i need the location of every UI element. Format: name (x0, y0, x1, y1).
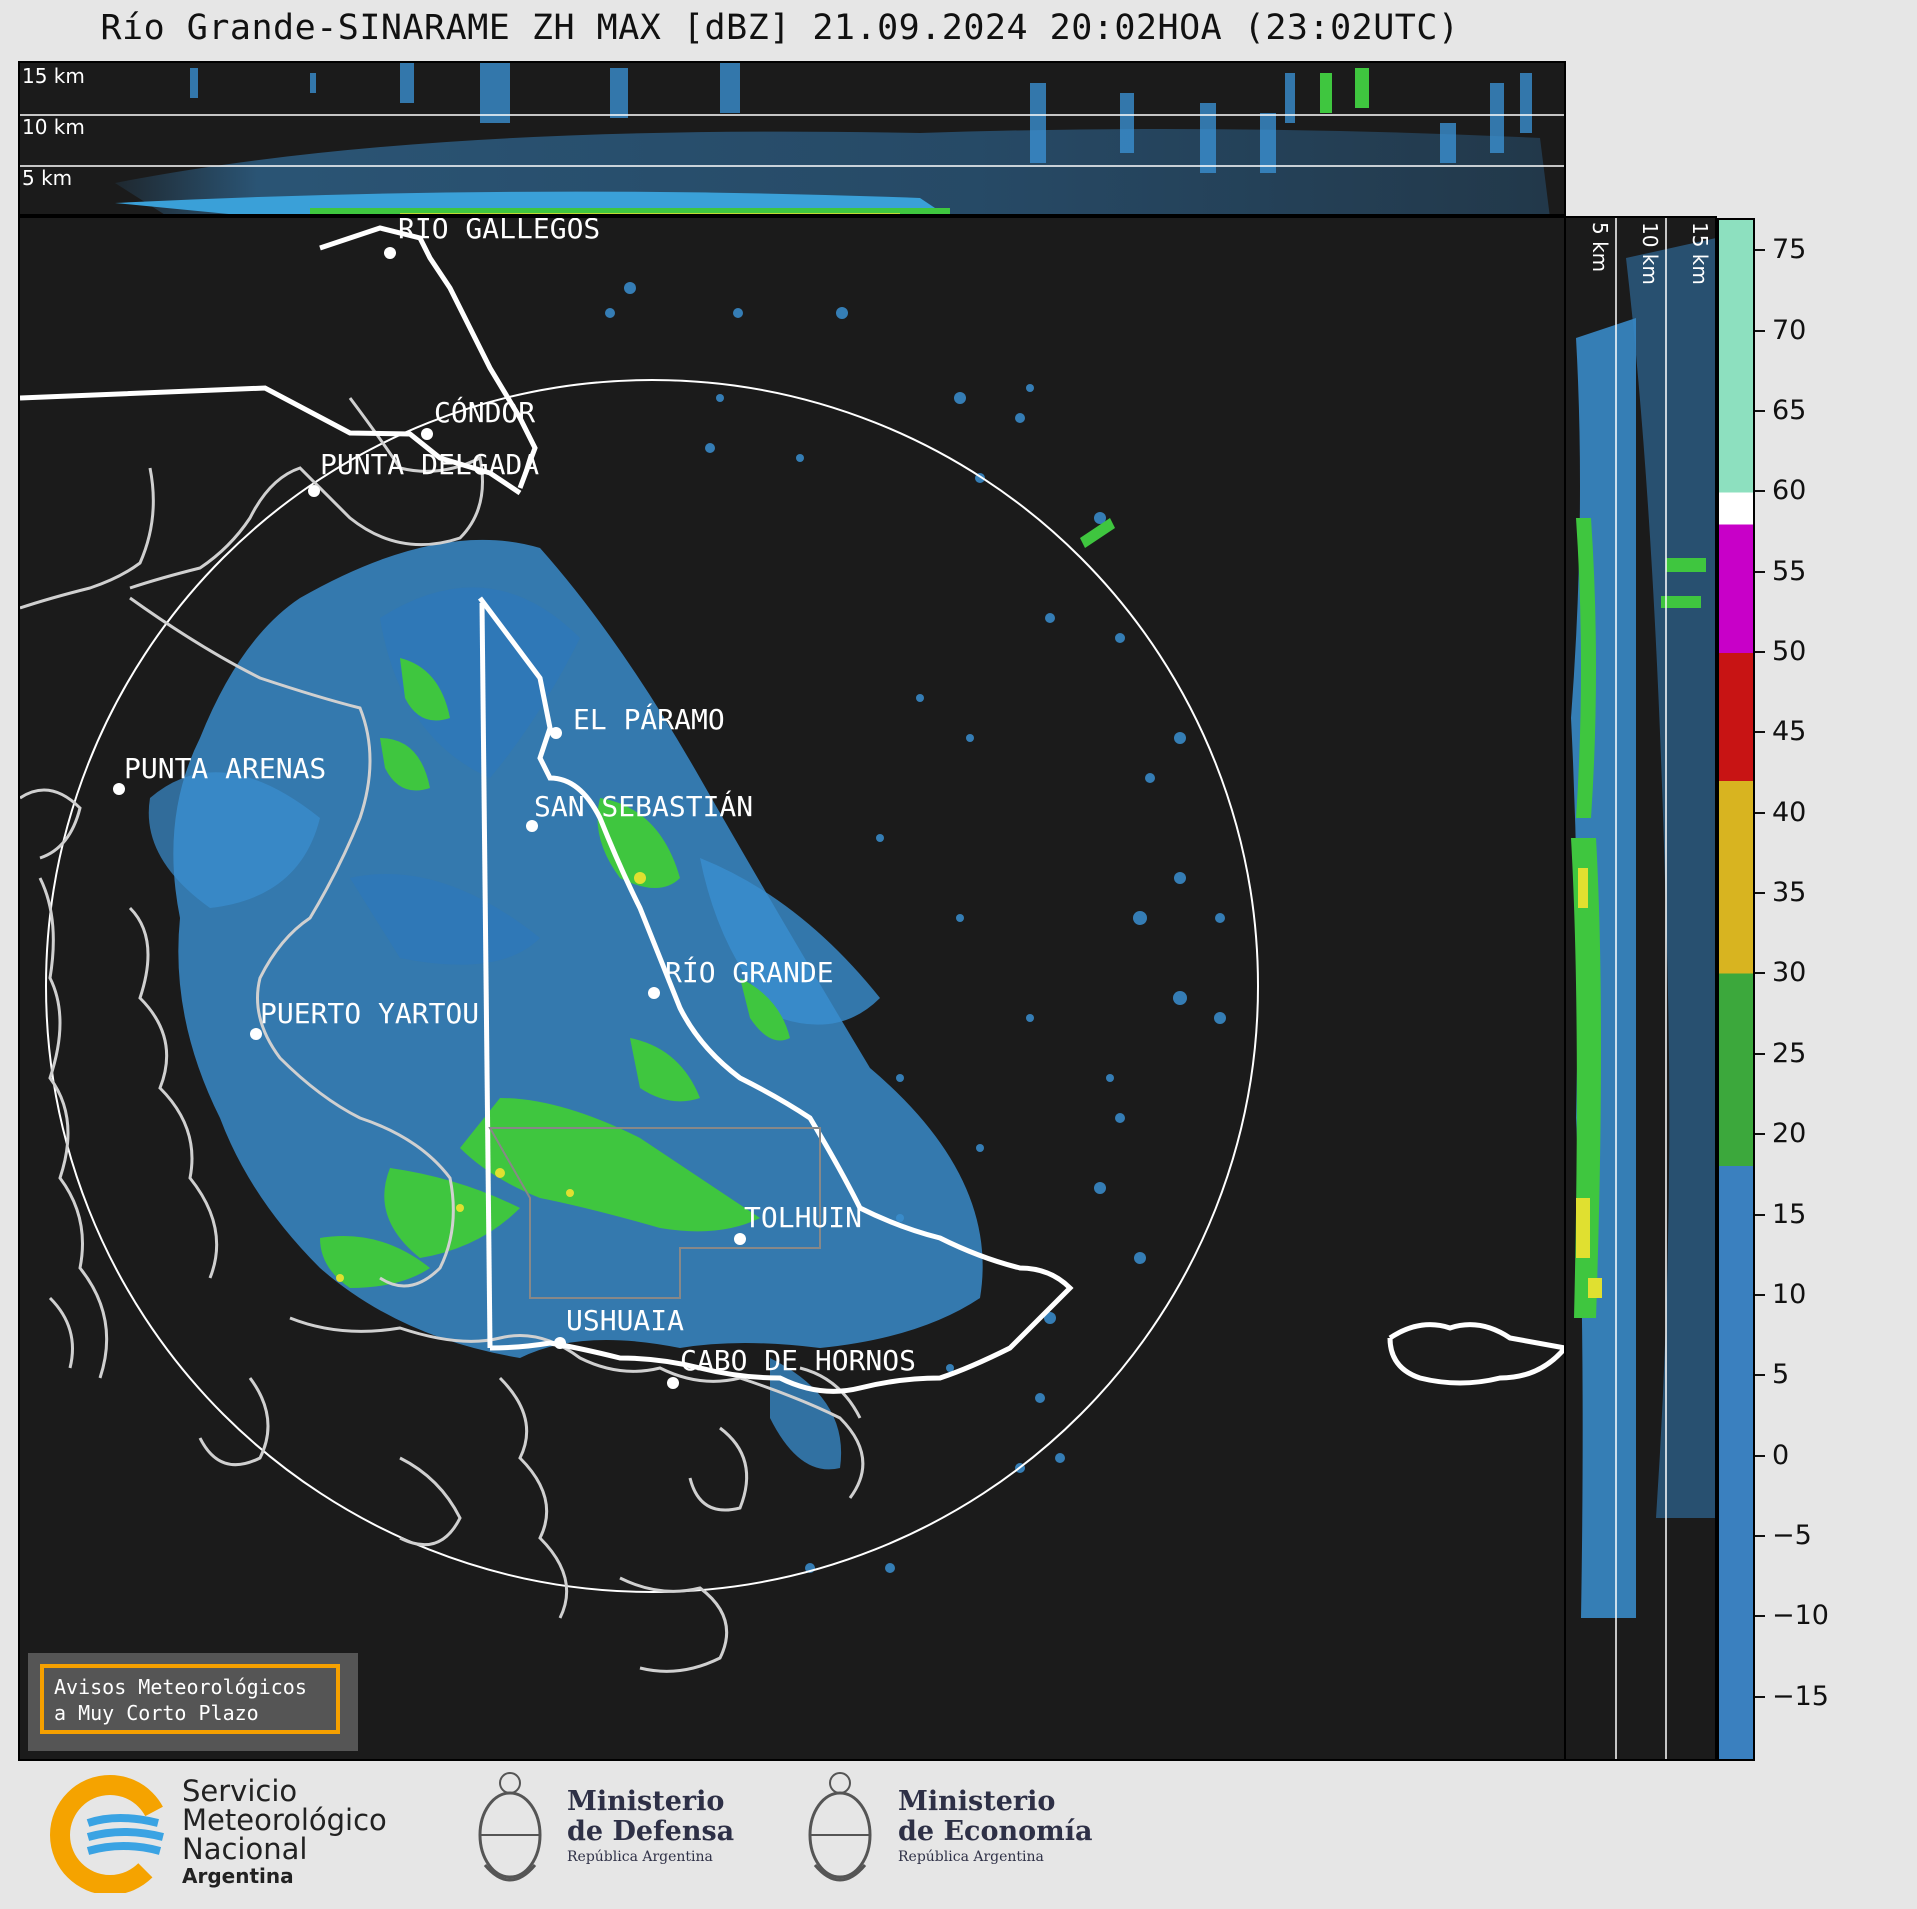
city-label-punta-arenas: PUNTA ARENAS (124, 752, 326, 785)
city-dot (554, 1337, 566, 1349)
boundaries (20, 225, 1564, 1394)
colorbar-tick-label: 55 (1772, 555, 1807, 587)
colorbar-tick-label: 50 (1772, 635, 1807, 667)
colorbar-tick (1755, 1213, 1765, 1216)
colorbar-tick-label: 70 (1772, 314, 1807, 346)
colorbar-tick (1755, 1052, 1765, 1055)
colorbar-tick (1755, 650, 1765, 653)
top-height-label: 5 km (22, 166, 72, 190)
smn-name: Servicio Meteorológico Nacional Argentin… (182, 1774, 387, 1889)
colorbar-tick (1755, 1374, 1765, 1377)
city-dot (550, 727, 562, 739)
colorbar-tick (1755, 409, 1765, 412)
radar-range-ring (45, 379, 1259, 1593)
coastlines (20, 397, 865, 1673)
colorbar-tick (1755, 329, 1765, 332)
colorbar-tick-label: 35 (1772, 877, 1807, 909)
city-label-condor: CÓNDOR (434, 395, 535, 429)
dbz-colorbar (1717, 218, 1755, 1761)
colorbar-tick (1755, 490, 1765, 493)
colorbar-tick-label: 40 (1772, 796, 1807, 828)
city-dot (526, 820, 538, 832)
colorbar-tick (1755, 892, 1765, 895)
top-height-label: 10 km (22, 115, 85, 139)
side-height-label: 5 km (1588, 222, 1612, 272)
side-height-label: 10 km (1638, 222, 1662, 285)
colorbar-tick (1755, 1133, 1765, 1136)
colorbar-tick (1755, 731, 1765, 734)
side-cross-section-panel: 5 km 10 km 15 km (1564, 216, 1717, 1761)
colorbar-tick-label: −5 (1772, 1519, 1812, 1551)
city-dot (113, 783, 125, 795)
defensa-name: Ministerio de Defensa República Argentin… (567, 1786, 735, 1866)
colorbar-tick-label: 5 (1772, 1359, 1790, 1391)
radar-map: RÍO GALLEGOS CÓNDOR PUNTA DELGADA EL PÁR… (18, 216, 1566, 1761)
city-dot (421, 428, 433, 440)
radar-echo-layer (148, 282, 1226, 1573)
city-label-san-sebastian: SAN SEBASTIÁN (534, 789, 753, 823)
city-dot (648, 987, 660, 999)
city-dot (734, 1233, 746, 1245)
colorbar-tick-label: −10 (1772, 1600, 1829, 1632)
city-dot (384, 247, 396, 259)
colorbar-tick-label: 25 (1772, 1037, 1807, 1069)
city-dot (250, 1028, 262, 1040)
economia-name: Ministerio de Economía República Argenti… (898, 1786, 1093, 1866)
colorbar-tick (1755, 1293, 1765, 1296)
city-label-puerto-yartou: PUERTO YARTOU (260, 997, 479, 1030)
colorbar-tick-label: −15 (1772, 1680, 1829, 1712)
city-label-cabo-de-hornos: CABO DE HORNOS (680, 1344, 916, 1377)
city-label-punta-delgada: PUNTA DELGADA (320, 448, 539, 481)
colorbar-tick-label: 10 (1772, 1278, 1807, 1310)
colorbar-tick (1755, 811, 1765, 814)
warning-line-1: Avisos Meteorológicos (54, 1675, 307, 1699)
city-label-rio-gallegos: RÍO GALLEGOS (398, 218, 600, 245)
defensa-coat-of-arms-icon (478, 1772, 542, 1882)
colorbar-tick (1755, 1615, 1765, 1618)
colorbar-tick-label: 65 (1772, 394, 1807, 426)
city-label-el-paramo: EL PÁRAMO (573, 702, 725, 736)
colorbar-tick (1755, 972, 1765, 975)
economia-coat-of-arms-icon (808, 1772, 872, 1882)
colorbar-tick-label: 60 (1772, 475, 1807, 507)
colorbar-tick (1755, 1454, 1765, 1457)
warning-link[interactable]: Avisos Meteorológicos a Muy Corto Plazo (40, 1664, 340, 1734)
warning-line-2: a Muy Corto Plazo (54, 1701, 259, 1725)
city-label-tolhuin: TOLHUIN (744, 1201, 862, 1234)
city-label-rio-grande: RÍO GRANDE (665, 955, 834, 989)
side-height-label: 15 km (1688, 222, 1712, 285)
city-dot (308, 485, 320, 497)
colorbar-tick (1755, 570, 1765, 573)
city-label-ushuaia: USHUAIA (566, 1304, 684, 1337)
colorbar-tick (1755, 249, 1765, 252)
page-title: Río Grande-SINARAME ZH MAX [dBZ] 21.09.2… (100, 8, 1460, 48)
colorbar-tick-label: 15 (1772, 1198, 1807, 1230)
colorbar-tick (1755, 1695, 1765, 1698)
colorbar-tick-label: 45 (1772, 716, 1807, 748)
colorbar-tick-label: 75 (1772, 234, 1807, 266)
warning-banner[interactable]: Avisos Meteorológicos a Muy Corto Plazo (28, 1653, 358, 1751)
top-cross-section-panel: 15 km 10 km 5 km (18, 61, 1566, 216)
colorbar-tick (1755, 1534, 1765, 1537)
colorbar-tick-label: 0 (1772, 1439, 1790, 1471)
top-height-label: 15 km (22, 64, 85, 88)
smn-logo-icon (49, 1775, 170, 1893)
city-markers: RÍO GALLEGOS CÓNDOR PUNTA DELGADA EL PÁR… (113, 218, 916, 1389)
colorbar-tick-label: 20 (1772, 1118, 1807, 1150)
city-dot (667, 1377, 679, 1389)
colorbar-tick-label: 30 (1772, 957, 1807, 989)
footer-logos: Servicio Meteorológico Nacional Argentin… (0, 1763, 1917, 1909)
